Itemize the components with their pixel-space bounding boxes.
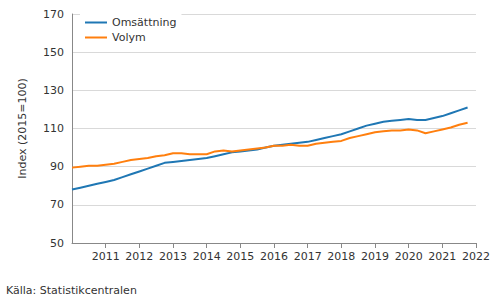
svg-text:2020: 2020: [395, 250, 423, 263]
svg-text:2022: 2022: [462, 250, 490, 263]
svg-text:Källa: Statistikcentralen: Källa: Statistikcentralen: [6, 284, 137, 297]
svg-text:2021: 2021: [428, 250, 456, 263]
svg-text:Omsättning: Omsättning: [112, 16, 176, 29]
svg-text:2011: 2011: [92, 250, 120, 263]
svg-text:2017: 2017: [294, 250, 322, 263]
svg-text:70: 70: [50, 198, 64, 211]
svg-text:2012: 2012: [125, 250, 153, 263]
svg-text:2018: 2018: [327, 250, 355, 263]
svg-text:Volym: Volym: [112, 31, 146, 44]
svg-text:2019: 2019: [361, 250, 389, 263]
svg-text:Index (2015=100): Index (2015=100): [16, 78, 29, 179]
svg-text:150: 150: [43, 46, 64, 59]
svg-text:110: 110: [43, 122, 64, 135]
svg-text:170: 170: [43, 8, 64, 21]
svg-text:130: 130: [43, 84, 64, 97]
svg-text:2013: 2013: [159, 250, 187, 263]
svg-text:2014: 2014: [193, 250, 221, 263]
svg-text:2016: 2016: [260, 250, 288, 263]
svg-text:90: 90: [50, 160, 64, 173]
svg-text:2015: 2015: [226, 250, 254, 263]
svg-text:50: 50: [50, 237, 64, 250]
